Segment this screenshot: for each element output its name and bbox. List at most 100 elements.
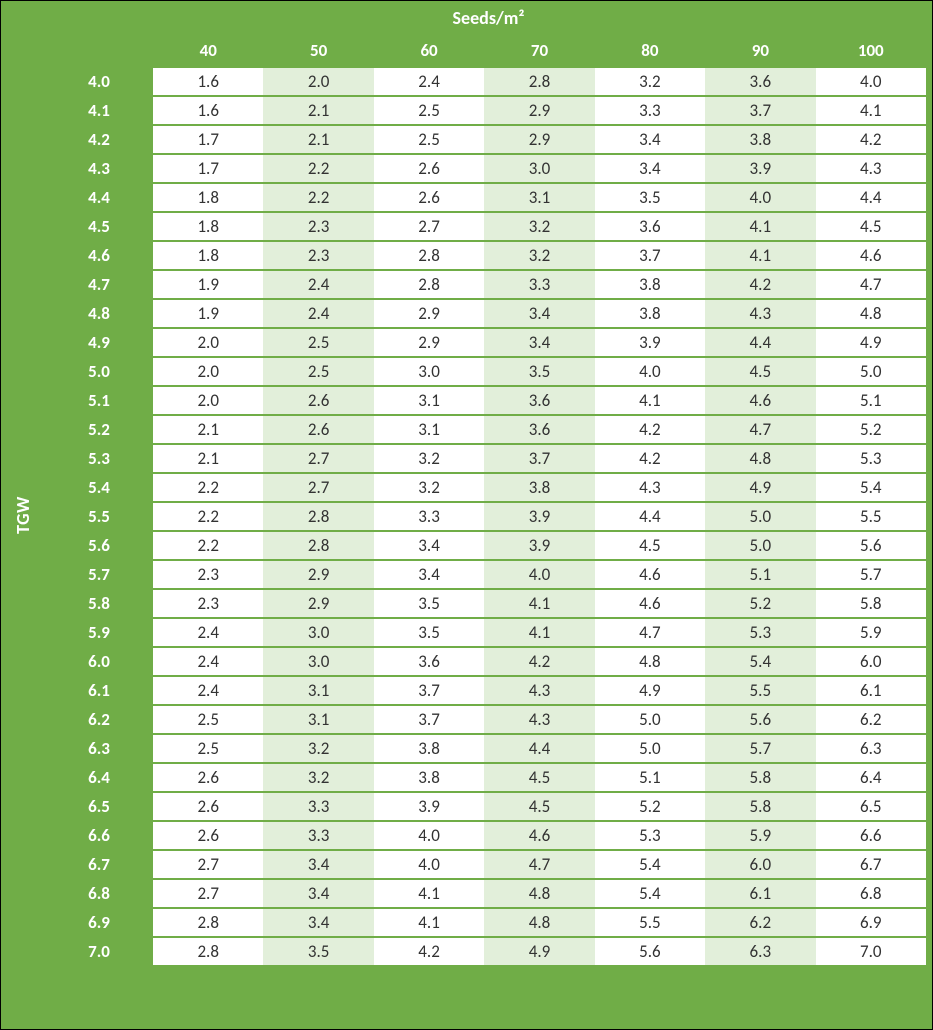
table-cell: 3.3 <box>374 502 484 531</box>
table-cell: 2.2 <box>263 183 373 212</box>
table-cell: 6.0 <box>705 850 815 879</box>
table-cell: 2.9 <box>263 589 373 618</box>
table-cell: 5.8 <box>816 589 926 618</box>
row-header: 6.9 <box>45 908 153 937</box>
table-cell: 3.1 <box>374 386 484 415</box>
table-cell: 3.4 <box>263 850 373 879</box>
seed-rate-table: 40 50 60 70 80 90 100 4.01.62.02.42.83.2… <box>45 35 926 967</box>
table-cell: 5.7 <box>705 734 815 763</box>
table-cell: 4.6 <box>595 560 705 589</box>
row-header: 5.4 <box>45 473 153 502</box>
table-cell: 2.0 <box>153 328 263 357</box>
table-cell: 2.8 <box>153 937 263 966</box>
table-cell: 4.1 <box>484 589 594 618</box>
table-cell: 6.0 <box>816 647 926 676</box>
table-cell: 6.1 <box>705 879 815 908</box>
table-cell: 3.4 <box>374 531 484 560</box>
table-cell: 2.0 <box>153 386 263 415</box>
table-cell: 5.3 <box>595 821 705 850</box>
table-cell: 5.4 <box>595 879 705 908</box>
table-cell: 2.5 <box>374 125 484 154</box>
table-cell: 3.0 <box>374 357 484 386</box>
table-row: 5.22.12.63.13.64.24.75.2 <box>45 415 926 444</box>
table-cell: 1.8 <box>153 183 263 212</box>
table-row: 6.32.53.23.84.45.05.76.3 <box>45 734 926 763</box>
table-cell: 4.3 <box>595 473 705 502</box>
row-header: 4.5 <box>45 212 153 241</box>
table-cell: 2.1 <box>263 125 373 154</box>
table-row: 4.51.82.32.73.23.64.14.5 <box>45 212 926 241</box>
table-cell: 3.4 <box>595 125 705 154</box>
table-cell: 3.6 <box>484 415 594 444</box>
row-header: 6.1 <box>45 676 153 705</box>
table-cell: 4.8 <box>705 444 815 473</box>
table-cell: 3.8 <box>595 270 705 299</box>
table-cell: 5.6 <box>816 531 926 560</box>
table-row: 6.02.43.03.64.24.85.46.0 <box>45 647 926 676</box>
table-cell: 3.9 <box>484 531 594 560</box>
table-cell: 2.6 <box>374 183 484 212</box>
table-cell: 2.4 <box>374 67 484 96</box>
table-cell: 3.2 <box>263 763 373 792</box>
table-cell: 3.8 <box>374 763 484 792</box>
table-cell: 4.6 <box>484 821 594 850</box>
table-cell: 5.8 <box>705 763 815 792</box>
table-cell: 3.1 <box>374 415 484 444</box>
table-cell: 4.4 <box>484 734 594 763</box>
table-cell: 3.7 <box>374 705 484 734</box>
table-cell: 3.4 <box>263 908 373 937</box>
table-cell: 4.9 <box>816 328 926 357</box>
table-cell: 4.9 <box>484 937 594 966</box>
table-cell: 3.0 <box>484 154 594 183</box>
table-cell: 2.8 <box>263 531 373 560</box>
table-row: 5.02.02.53.03.54.04.55.0 <box>45 357 926 386</box>
table-cell: 4.0 <box>705 183 815 212</box>
table-cell: 5.4 <box>595 850 705 879</box>
table-cell: 5.0 <box>705 531 815 560</box>
table-cell: 2.4 <box>263 299 373 328</box>
table-row: 4.61.82.32.83.23.74.14.6 <box>45 241 926 270</box>
table-cell: 2.6 <box>153 763 263 792</box>
column-header: 100 <box>816 35 926 67</box>
table-cell: 3.8 <box>374 734 484 763</box>
table-cell: 3.2 <box>374 444 484 473</box>
table-body: 4.01.62.02.42.83.23.64.04.11.62.12.52.93… <box>45 67 926 966</box>
table-cell: 2.2 <box>153 473 263 502</box>
table-cell: 5.2 <box>816 415 926 444</box>
column-header: 60 <box>374 35 484 67</box>
table-cell: 3.9 <box>595 328 705 357</box>
table-cell: 3.7 <box>374 676 484 705</box>
table-row: 5.62.22.83.43.94.55.05.6 <box>45 531 926 560</box>
table-cell: 6.1 <box>816 676 926 705</box>
table-cell: 2.9 <box>484 125 594 154</box>
table-cell: 2.7 <box>263 444 373 473</box>
table-cell: 3.7 <box>705 96 815 125</box>
header-corner <box>45 35 153 67</box>
column-header: 50 <box>263 35 373 67</box>
table-row: 6.42.63.23.84.55.15.86.4 <box>45 763 926 792</box>
table-cell: 4.1 <box>705 212 815 241</box>
table-cell: 2.8 <box>153 908 263 937</box>
table-cell: 4.6 <box>705 386 815 415</box>
table-cell: 4.2 <box>484 647 594 676</box>
table-cell: 2.9 <box>263 560 373 589</box>
table-cell: 3.4 <box>374 560 484 589</box>
table-cell: 3.4 <box>484 328 594 357</box>
table-cell: 2.1 <box>153 415 263 444</box>
table-row: 4.11.62.12.52.93.33.74.1 <box>45 96 926 125</box>
table-cell: 4.8 <box>484 879 594 908</box>
table-cell: 4.3 <box>816 154 926 183</box>
row-header: 5.3 <box>45 444 153 473</box>
table-cell: 2.6 <box>263 415 373 444</box>
table-cell: 7.0 <box>816 937 926 966</box>
table-cell: 3.9 <box>374 792 484 821</box>
table-cell: 3.0 <box>263 618 373 647</box>
table-cell: 2.6 <box>263 386 373 415</box>
table-cell: 6.4 <box>816 763 926 792</box>
table-cell: 3.3 <box>484 270 594 299</box>
table-cell: 5.2 <box>705 589 815 618</box>
table-cell: 2.5 <box>153 705 263 734</box>
table-cell: 2.7 <box>263 473 373 502</box>
table-cell: 4.4 <box>816 183 926 212</box>
column-header: 70 <box>484 35 594 67</box>
